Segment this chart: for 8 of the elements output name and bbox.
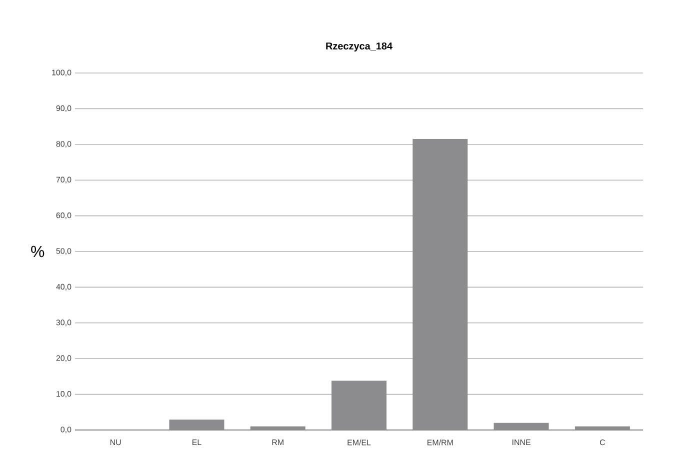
y-axis-title: % — [31, 246, 44, 258]
bar — [412, 139, 468, 430]
bar — [494, 422, 549, 430]
chart-title: Rzeczyca_184 — [326, 42, 392, 52]
bar — [169, 420, 224, 430]
bar — [574, 426, 630, 430]
bar — [332, 380, 387, 430]
bar — [250, 426, 306, 430]
